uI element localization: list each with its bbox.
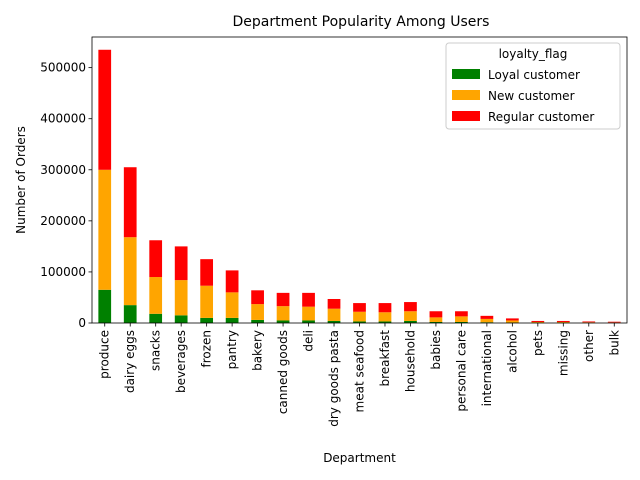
bar-dry-goods-pasta-loyal-customer (327, 320, 341, 323)
x-tick-label: deli (302, 330, 316, 352)
bar-beverages-loyal-customer (174, 315, 188, 323)
x-axis-label: Department (323, 451, 396, 465)
y-tick-label: 400000 (40, 112, 86, 126)
bar-frozen-new-customer (200, 285, 214, 318)
bar-missing-regular-customer (556, 320, 570, 322)
y-axis-label: Number of Orders (14, 126, 28, 234)
y-tick-label: 0 (78, 316, 86, 330)
x-tick-label: personal care (454, 330, 468, 412)
bar-deli-loyal-customer (302, 320, 315, 323)
x-tick-label: frozen (200, 330, 214, 368)
bars-layer (98, 49, 621, 323)
x-tick-label: bakery (251, 330, 265, 371)
x-tick-label: other (582, 330, 596, 362)
bar-snacks-new-customer (149, 277, 163, 314)
bar-bakery-regular-customer (251, 290, 264, 305)
bar-canned-goods-loyal-customer (276, 320, 290, 323)
bar-international-new-customer (480, 318, 494, 323)
x-tick-label: pets (531, 330, 545, 356)
bar-dairy-eggs-new-customer (123, 237, 137, 306)
legend-label-new-customer: New customer (488, 89, 575, 103)
x-tick-label: dry goods pasta (327, 330, 341, 427)
bar-snacks-regular-customer (149, 240, 163, 278)
bar-canned-goods-new-customer (276, 306, 290, 321)
bar-deli-regular-customer (302, 292, 315, 307)
x-tick-label: alcohol (505, 330, 519, 373)
bar-pets-regular-customer (531, 320, 545, 322)
bar-bakery-new-customer (251, 304, 264, 320)
bar-frozen-regular-customer (200, 259, 214, 286)
legend-label-regular-customer: Regular customer (488, 110, 594, 124)
y-tick-label: 300000 (40, 163, 86, 177)
y-axis: 0 100000 200000 300000 400000 500000 (40, 61, 92, 330)
x-tick-label: snacks (149, 330, 163, 371)
bar-frozen-loyal-customer (200, 317, 214, 323)
bar-pantry-new-customer (225, 292, 239, 318)
bar-personal-care-new-customer (455, 316, 468, 322)
bar-personal-care-loyal-customer (455, 321, 468, 323)
bar-produce-new-customer (98, 169, 112, 290)
y-tick-label: 100000 (40, 265, 86, 279)
legend-swatch-loyal-customer (452, 69, 480, 79)
x-tick-label: breakfast (378, 330, 392, 387)
legend-label-loyal-customer: Loyal customer (488, 68, 580, 82)
bar-beverages-regular-customer (174, 246, 188, 281)
x-tick-label: dairy eggs (123, 330, 137, 393)
y-tick-label: 200000 (40, 214, 86, 228)
legend-title: loyalty_flag (499, 47, 568, 61)
bar-meat-seafood-regular-customer (353, 303, 366, 312)
chart-title: Department Popularity Among Users (233, 14, 490, 30)
legend-swatch-regular-customer (452, 111, 480, 121)
bar-international-regular-customer (480, 315, 494, 319)
bar-household-new-customer (404, 311, 417, 321)
x-tick-label: meat seafood (353, 330, 367, 412)
bar-babies-new-customer (429, 317, 443, 322)
y-tick-label: 500000 (40, 61, 86, 75)
bar-breakfast-new-customer (378, 312, 392, 322)
x-tick-label: bulk (607, 330, 621, 356)
bar-pantry-regular-customer (225, 270, 239, 293)
bar-bakery-loyal-customer (251, 319, 264, 323)
bar-breakfast-loyal-customer (378, 321, 392, 323)
bar-deli-new-customer (302, 306, 315, 321)
bar-bulk-regular-customer (607, 321, 621, 323)
bar-babies-loyal-customer (429, 321, 443, 323)
bar-pets-new-customer (531, 321, 545, 323)
bar-dry-goods-pasta-regular-customer (327, 298, 341, 309)
bar-dairy-eggs-regular-customer (123, 167, 137, 238)
bar-pantry-loyal-customer (225, 317, 239, 323)
bar-household-regular-customer (404, 302, 417, 312)
bar-dairy-eggs-loyal-customer (123, 305, 137, 323)
bar-breakfast-regular-customer (378, 303, 392, 313)
bar-alcohol-new-customer (505, 320, 519, 323)
x-axis: produce dairy eggs snacks beverages frozen pa… (98, 323, 621, 427)
bar-personal-care-regular-customer (455, 311, 468, 317)
bar-other-new-customer (582, 322, 596, 323)
legend-frame (445, 42, 621, 130)
x-tick-label: babies (429, 330, 443, 370)
bar-babies-regular-customer (429, 311, 443, 318)
x-tick-label: pantry (225, 330, 239, 369)
bar-snacks-loyal-customer (149, 313, 163, 323)
legend-swatch-new-customer (452, 90, 480, 100)
x-tick-label: produce (98, 330, 112, 379)
bar-other-regular-customer (582, 321, 596, 323)
x-tick-label: canned goods (276, 330, 290, 414)
bar-beverages-new-customer (174, 280, 188, 316)
bar-produce-loyal-customer (98, 289, 112, 323)
bar-alcohol-regular-customer (505, 318, 519, 321)
x-tick-label: household (403, 330, 417, 392)
x-tick-label: missing (556, 330, 570, 376)
bar-canned-goods-regular-customer (276, 292, 290, 307)
bar-missing-new-customer (556, 321, 570, 323)
x-tick-label: international (480, 330, 494, 406)
x-tick-label: beverages (174, 330, 188, 393)
bar-meat-seafood-loyal-customer (353, 321, 366, 323)
bar-dry-goods-pasta-new-customer (327, 308, 341, 321)
legend: loyalty_flag Loyal customer New customer Re… (445, 42, 621, 130)
bar-produce-regular-customer (98, 49, 112, 170)
bar-meat-seafood-new-customer (353, 311, 366, 322)
bar-household-loyal-customer (404, 320, 417, 323)
